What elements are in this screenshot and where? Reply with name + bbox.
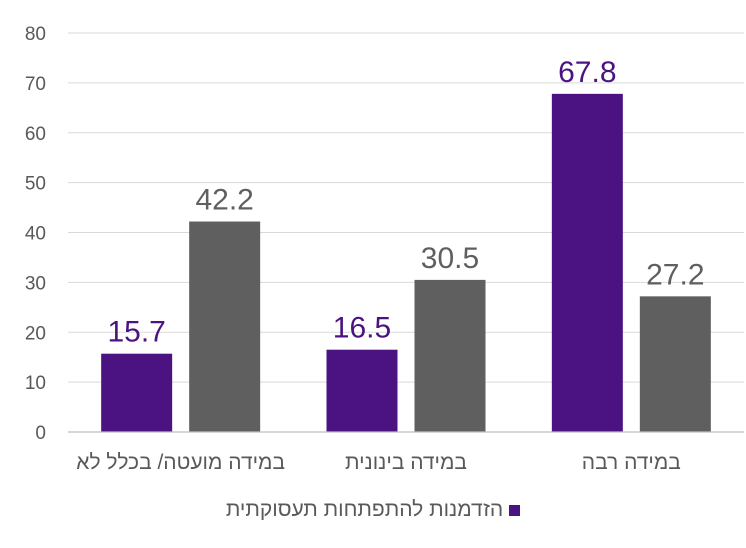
y-tick-label: 20 [25, 323, 46, 344]
legend-label: הזדמנות להתפתחות תעסוקתית [225, 498, 504, 521]
data-label: 42.2 [195, 184, 253, 217]
bar [326, 349, 398, 432]
y-tick-label: 30 [25, 273, 46, 294]
bar [414, 279, 486, 432]
y-tick-label: 10 [25, 373, 46, 394]
y-tick-label: 50 [25, 174, 46, 195]
data-label: 67.8 [558, 56, 616, 89]
data-label: 30.5 [421, 242, 479, 275]
bar [551, 93, 623, 432]
y-tick-label: 70 [25, 74, 46, 95]
legend-swatch [509, 504, 521, 516]
category-labels: במידה מועטה/ בכלל לא במידה בינונית במידה ר… [76, 451, 681, 474]
y-tick-label: 40 [25, 224, 46, 245]
data-label: 16.5 [333, 312, 391, 345]
y-tick-label: 80 [25, 24, 46, 45]
y-tick-label: 0 [35, 423, 46, 444]
bars [101, 93, 711, 432]
bar [639, 296, 711, 432]
y-tick-label: 60 [25, 124, 46, 145]
data-labels: 15.7 42.2 16.5 30.5 67.8 27.2 [107, 56, 704, 349]
x-category-label: במידה מועטה/ בכלל לא [76, 451, 285, 474]
data-label: 27.2 [646, 258, 704, 291]
y-axis-ticks: 0 10 20 30 40 50 60 70 80 [25, 24, 46, 444]
legend: הזדמנות להתפתחות תעסוקתית [0, 495, 746, 525]
bar [101, 353, 173, 432]
x-category-label: במידה בינונית [345, 451, 467, 474]
x-category-label: במידה רבה [582, 451, 681, 474]
bar [189, 221, 261, 432]
data-label: 15.7 [107, 316, 165, 349]
gridlines [68, 32, 744, 383]
